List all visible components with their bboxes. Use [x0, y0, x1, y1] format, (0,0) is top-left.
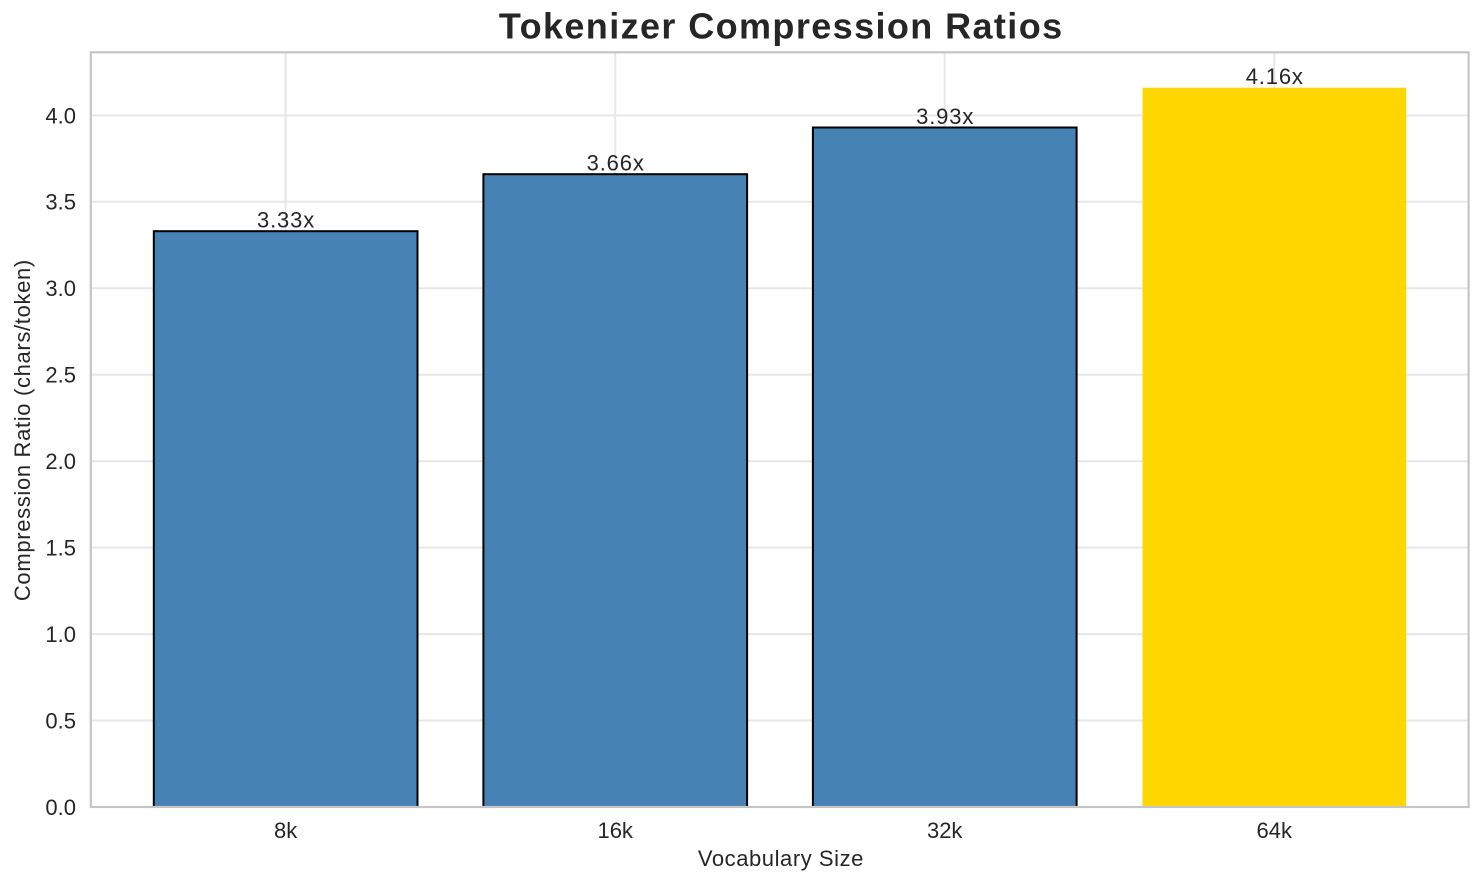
svg-text:0.0: 0.0 [45, 795, 76, 820]
svg-text:Tokenizer Compression Ratios: Tokenizer Compression Ratios [499, 5, 1064, 46]
svg-text:4.0: 4.0 [45, 103, 76, 128]
svg-text:64k: 64k [1257, 818, 1293, 843]
svg-text:3.93x: 3.93x [916, 104, 974, 129]
svg-text:32k: 32k [927, 818, 963, 843]
svg-text:4.16x: 4.16x [1246, 64, 1304, 89]
svg-text:1.5: 1.5 [45, 536, 76, 561]
svg-text:Compression Ratio (chars/token: Compression Ratio (chars/token) [10, 259, 35, 601]
svg-text:2.0: 2.0 [45, 449, 76, 474]
svg-text:2.5: 2.5 [45, 363, 76, 388]
svg-text:1.0: 1.0 [45, 622, 76, 647]
svg-text:0.5: 0.5 [45, 708, 76, 733]
svg-text:Vocabulary Size: Vocabulary Size [698, 846, 864, 871]
svg-text:8k: 8k [274, 818, 298, 843]
svg-text:3.66x: 3.66x [587, 151, 645, 176]
svg-text:3.5: 3.5 [45, 190, 76, 215]
svg-text:3.0: 3.0 [45, 276, 76, 301]
svg-text:16k: 16k [597, 818, 633, 843]
svg-text:3.33x: 3.33x [257, 208, 315, 233]
